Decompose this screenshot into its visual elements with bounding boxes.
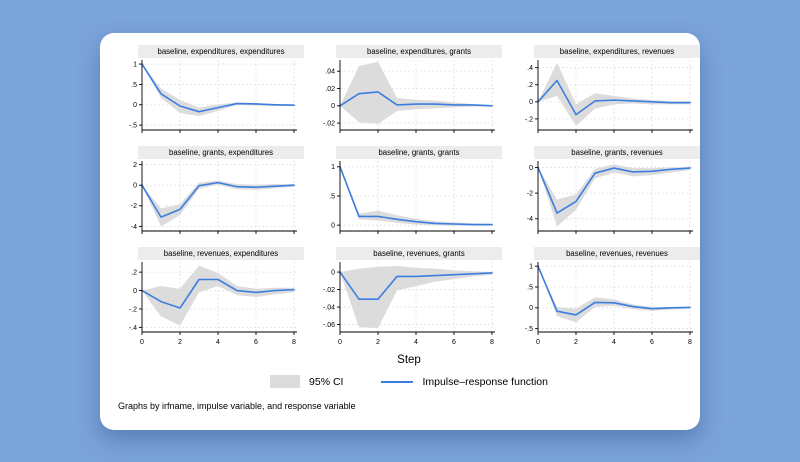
svg-text:8: 8 [490,339,494,346]
svg-text:0: 0 [331,223,335,230]
x-axis-label: Step [397,354,421,366]
svg-text:4: 4 [216,339,220,346]
svg-text:.04: .04 [325,69,335,76]
subplot-title: baseline, expenditures, revenues [534,45,700,58]
irf-subplot: baseline, grants, grants 1.5 0 [312,146,502,237]
irf-subplot: baseline, revenues, expenditures .2 0 -.2 -… [114,247,304,350]
chart-legend: 95% CI Impulse–response function [114,375,704,388]
svg-text:-.04: -.04 [323,304,335,311]
svg-text:2: 2 [178,339,182,346]
irf-subplot: baseline, expenditures, grants .04 .02 0 -.… [312,45,502,136]
svg-text:6: 6 [254,339,258,346]
svg-text:1: 1 [133,61,137,68]
svg-text:0: 0 [133,183,137,190]
svg-text:.2: .2 [527,82,533,89]
svg-text:-4: -4 [527,216,533,223]
subplot-canvas: 1 .5 0 -.5 [129,60,297,133]
svg-text:0: 0 [529,305,533,312]
svg-text:-.02: -.02 [323,287,335,294]
subplot-canvas: .4 .2 0 -.2 [525,60,693,133]
subplot-title: baseline, expenditures, grants [336,45,502,58]
irf-subplot: baseline, revenues, revenues 1.5 0 -.5 0 2 4 6… [510,247,700,350]
svg-text:4: 4 [414,339,418,346]
svg-text:6: 6 [452,339,456,346]
svg-text:6: 6 [650,339,654,346]
subplot-canvas: 0 -2 -4 [527,161,693,234]
svg-text:.02: .02 [325,86,335,93]
svg-text:-.02: -.02 [323,120,335,127]
svg-text:0: 0 [331,103,335,110]
svg-text:8: 8 [688,339,692,346]
svg-text:1: 1 [331,164,335,171]
svg-text:0: 0 [133,102,137,109]
irf-legend-line [381,380,414,383]
irf-subplot: baseline, grants, revenues 0 -2 -4 [510,146,700,237]
svg-text:2: 2 [574,339,578,346]
svg-text:2: 2 [133,162,137,169]
svg-text:0: 0 [133,288,137,295]
svg-text:2: 2 [376,339,380,346]
irf-subplot: baseline, revenues, grants 0 -.02 -.04 -.06… [312,247,502,350]
irf-graph-window: baseline, expenditures, expenditures 1.5… [100,33,700,430]
svg-text:0: 0 [536,339,540,346]
ci-legend-label: 95% CI [309,375,344,388]
subplot-title: baseline, revenues, revenues [534,247,700,260]
svg-text:-4: -4 [131,224,137,231]
irf-subplot: baseline, expenditures, expenditures 1 .5… [114,45,304,136]
svg-text:-.5: -.5 [525,326,533,333]
svg-text:-2: -2 [131,203,137,210]
irf-plots-grid: baseline, expenditures, expenditures 1.5… [100,33,700,350]
svg-text:.2: .2 [131,270,137,277]
irf-subplot: baseline, expenditures, revenues .4 .2 0 -.… [510,45,700,136]
ci-legend-swatch [270,375,301,388]
svg-text:.4: .4 [527,65,533,72]
irf-legend-label: Impulse–response function [422,375,548,388]
svg-text:.5: .5 [527,284,533,291]
svg-text:-.4: -.4 [129,325,137,332]
svg-text:.5: .5 [329,193,335,200]
subplot-canvas: .20-.2-.40 2 4 6 8 [129,262,297,346]
subplot-canvas: 2 0 -2 -4 [131,161,297,234]
svg-text:-.06: -.06 [323,322,335,329]
irf-subplot: baseline, grants, expenditures 2 0 -2 -4 [114,146,304,237]
svg-text:-.2: -.2 [129,306,137,313]
svg-text:1: 1 [529,264,533,271]
subplot-canvas: 1.50-.50 2 4 6 8 [525,262,693,346]
svg-text:-.5: -.5 [129,123,137,130]
svg-text:0: 0 [338,339,342,346]
subplot-title: baseline, grants, grants [336,146,502,159]
subplot-canvas: 1.50 [329,161,495,234]
svg-text:.5: .5 [131,82,137,89]
subplot-canvas: 0 -.02 -.04 -.06 0 2 4 6 8 [323,262,495,346]
subplot-canvas: .04 .02 0 -.02 [323,60,495,133]
subplot-title: baseline, grants, expenditures [138,146,304,159]
svg-text:8: 8 [292,339,296,346]
svg-text:0: 0 [331,269,335,276]
svg-text:0: 0 [529,99,533,106]
svg-text:0: 0 [529,165,533,172]
subplot-title: baseline, revenues, grants [336,247,502,260]
subplot-title: baseline, revenues, expenditures [138,247,304,260]
svg-text:-.2: -.2 [525,116,533,123]
svg-text:0: 0 [140,339,144,346]
svg-text:-2: -2 [527,191,533,198]
subplot-title: baseline, expenditures, expenditures [138,45,304,58]
svg-text:4: 4 [612,339,616,346]
subplot-title: baseline, grants, revenues [534,146,700,159]
graph-footnote: Graphs by irfname, impulse variable, and… [118,401,356,411]
